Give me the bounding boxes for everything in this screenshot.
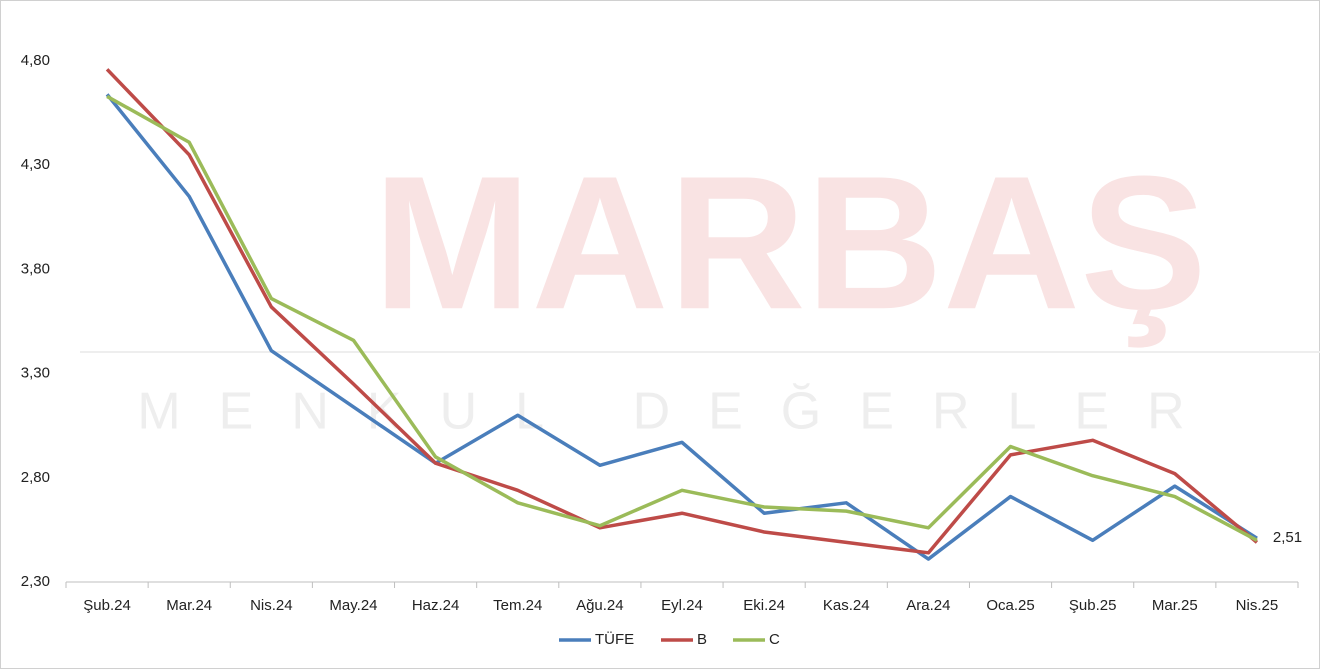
y-tick-label: 3,80 — [21, 260, 50, 277]
x-tick-label: Ara.24 — [906, 597, 950, 614]
y-tick-label: 4,30 — [21, 156, 50, 173]
legend-label: C — [769, 631, 780, 648]
x-tick-label: Şub.24 — [83, 597, 131, 614]
series-line — [105, 68, 1259, 555]
data-label: 2,51 — [1273, 529, 1302, 546]
x-tick-label: Ağu.24 — [576, 597, 624, 614]
x-tick-label: Eki.24 — [743, 597, 785, 614]
x-tick-label: Oca.25 — [986, 597, 1034, 614]
x-tick-label: Mar.25 — [1152, 597, 1198, 614]
watermark-title: MARBAŞ — [373, 137, 1207, 349]
x-tick-label: Mar.24 — [166, 597, 212, 614]
legend-label: TÜFE — [595, 630, 634, 648]
y-tick-label: 3,30 — [21, 365, 50, 382]
x-tick-label: May.24 — [329, 597, 377, 614]
series-line — [105, 93, 1258, 561]
series-line — [106, 94, 1258, 542]
watermark-subtitle: MENKUL DEĞERLER — [137, 383, 1222, 441]
x-tick-label: Eyl.24 — [661, 597, 703, 614]
x-tick-label: Kas.24 — [823, 597, 870, 614]
y-tick-label: 2,80 — [21, 469, 50, 486]
y-tick-label: 2,30 — [21, 573, 50, 590]
x-tick-label: Nis.25 — [1236, 597, 1279, 614]
y-tick-label: 4,80 — [21, 52, 50, 69]
x-tick-label: Haz.24 — [412, 597, 460, 614]
x-tick-label: Nis.24 — [250, 597, 293, 614]
legend-label: B — [697, 631, 707, 648]
x-tick-label: Şub.25 — [1069, 597, 1117, 614]
x-tick-label: Tem.24 — [493, 597, 542, 614]
